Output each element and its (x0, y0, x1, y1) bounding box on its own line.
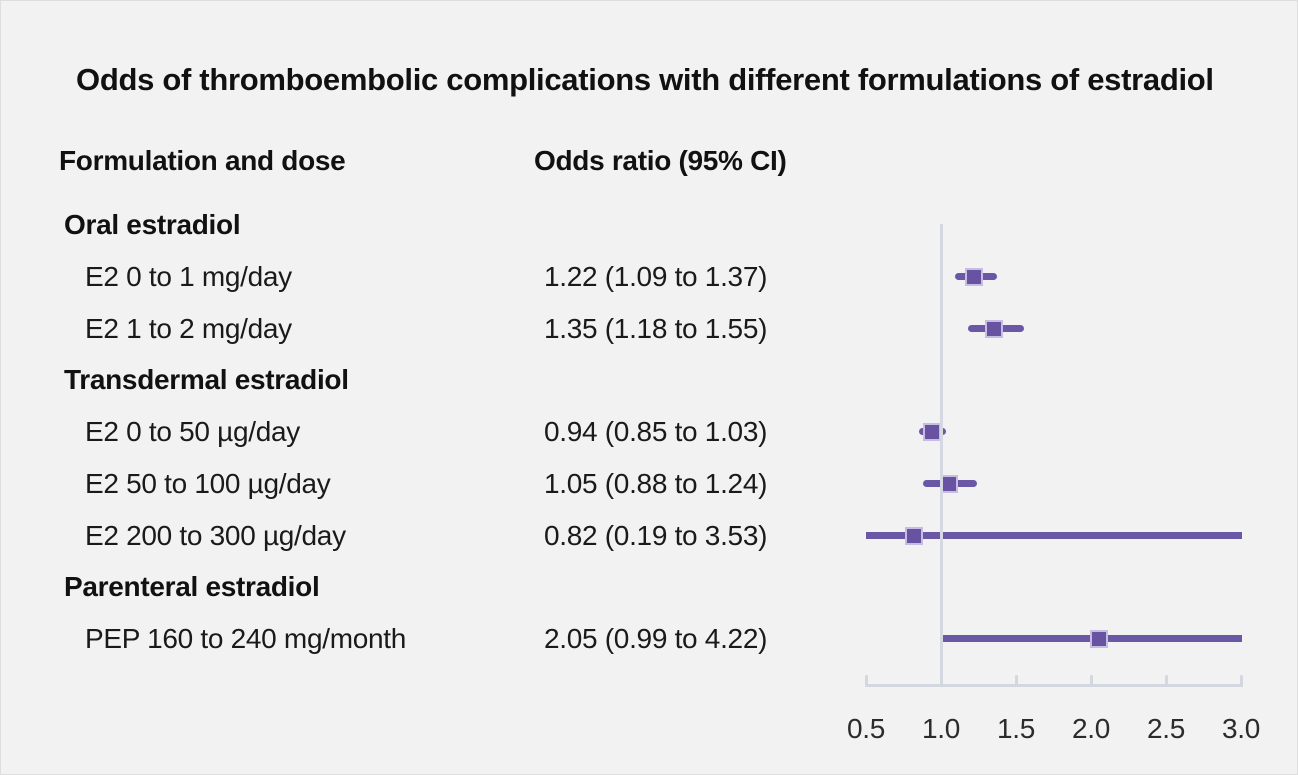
x-axis-tick (865, 675, 868, 687)
row-label: E2 200 to 300 µg/day (85, 519, 346, 551)
x-axis-tick (1240, 675, 1243, 687)
odds-ratio-marker (905, 526, 923, 545)
column-header-odds-ratio: Odds ratio (95% CI) (534, 145, 787, 176)
x-axis-tick-label: 0.5 (846, 713, 886, 744)
row-label: PEP 160 to 240 mg/month (85, 623, 407, 654)
x-axis-tick-label: 2.0 (1071, 713, 1111, 744)
odds-ratio-value: 0.94 (0.85 to 1.03) (544, 416, 768, 447)
x-axis-tick-label: 2.5 (1146, 713, 1186, 744)
reference-line (940, 224, 943, 687)
group-label: Parenteral estradiol (64, 571, 320, 603)
odds-ratio-marker (923, 423, 941, 441)
row-label: E2 50 to 100 µg/day (85, 467, 331, 499)
row-label: E2 0 to 1 mg/day (85, 260, 292, 292)
x-axis-tick (1015, 675, 1018, 687)
odds-ratio-marker (984, 319, 1003, 338)
confidence-interval-line (866, 531, 1242, 539)
x-axis-tick-label: 3.0 (1221, 713, 1261, 744)
x-axis-tick-label: 1.0 (921, 713, 961, 744)
odds-ratio-marker (965, 267, 983, 286)
odds-ratio-value: 1.35 (1.18 to 1.55) (544, 312, 768, 344)
x-axis-tick (940, 675, 943, 687)
chart-title: Odds of thromboembolic complications wit… (76, 62, 1214, 97)
x-axis-tick (1165, 675, 1168, 687)
group-label: Oral estradiol (64, 209, 241, 240)
odds-ratio-value: 1.22 (1.09 to 1.37) (544, 260, 768, 292)
x-axis-tick-label: 1.5 (996, 713, 1036, 744)
odds-ratio-value: 1.05 (0.88 to 1.24) (544, 467, 768, 499)
group-label: Transdermal estradiol (64, 364, 349, 396)
odds-ratio-marker (1089, 630, 1108, 648)
row-label: E2 1 to 2 mg/day (85, 312, 292, 344)
column-header-formulation: Formulation and dose (59, 145, 346, 176)
row-label: E2 0 to 50 µg/day (85, 416, 300, 447)
x-axis-line (865, 684, 1243, 687)
odds-ratio-value: 2.05 (0.99 to 4.22) (544, 623, 768, 654)
x-axis-tick (1090, 675, 1093, 687)
odds-ratio-value: 0.82 (0.19 to 3.53) (544, 519, 768, 551)
